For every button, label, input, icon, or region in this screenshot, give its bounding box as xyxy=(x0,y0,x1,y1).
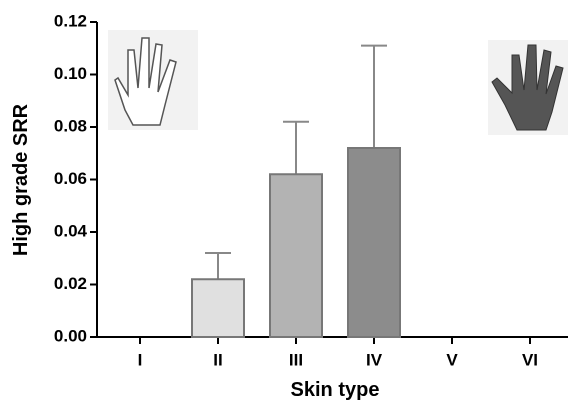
x-tick-label: I xyxy=(138,350,143,369)
y-tick-label: 0.08 xyxy=(54,116,87,135)
y-tick-label: 0.00 xyxy=(54,326,87,345)
light-hand-icon xyxy=(108,30,198,130)
y-tick-label: 0.06 xyxy=(54,169,87,188)
y-tick-label: 0.10 xyxy=(54,64,87,83)
x-axis-title: Skin type xyxy=(291,379,380,401)
x-tick-label: VI xyxy=(522,350,538,369)
bar xyxy=(347,147,401,338)
x-tick-label: IV xyxy=(366,350,383,369)
x-tick-label: III xyxy=(289,350,303,369)
bar xyxy=(191,278,245,338)
y-tick-label: 0.02 xyxy=(54,274,87,293)
y-tick-label: 0.12 xyxy=(54,11,87,30)
y-axis-title: High grade SRR xyxy=(10,103,32,256)
x-tick-label: V xyxy=(446,350,458,369)
bar xyxy=(269,173,323,338)
dark-hand-icon xyxy=(488,40,568,135)
y-tick-label: 0.04 xyxy=(54,221,88,240)
x-tick-label: II xyxy=(213,350,222,369)
